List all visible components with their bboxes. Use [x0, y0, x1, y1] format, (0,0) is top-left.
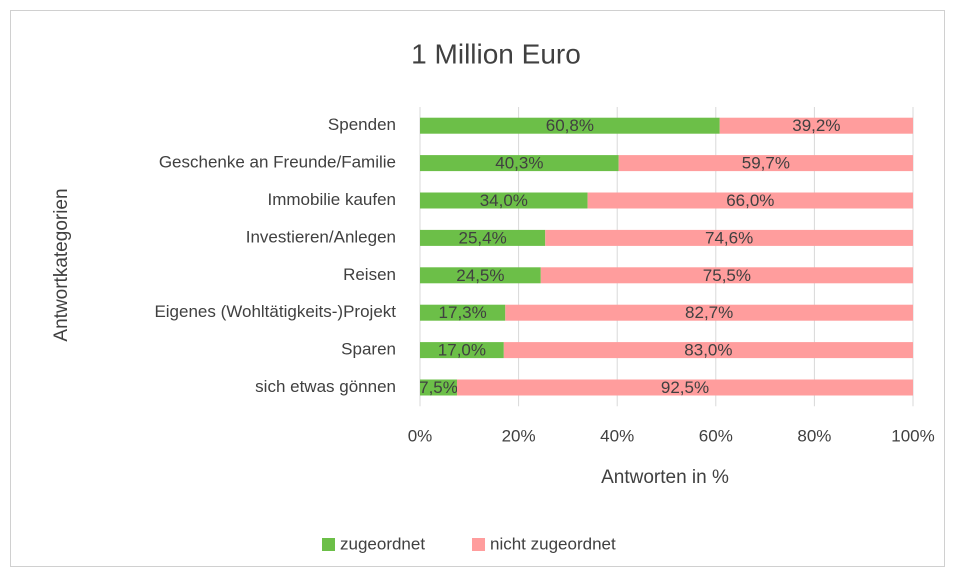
data-label: 34,0% [480, 191, 528, 210]
bar-segment [503, 342, 913, 359]
legend-swatch [472, 538, 485, 551]
data-label: 75,5% [703, 266, 751, 285]
y-tick-label: Geschenke an Freunde/Familie [159, 153, 396, 172]
bar-segment [545, 229, 913, 246]
data-label: 17,3% [439, 303, 487, 322]
bar-segment [420, 304, 506, 321]
bar-segment [420, 267, 541, 284]
data-label: 66,0% [726, 191, 774, 210]
data-label: 24,5% [456, 266, 504, 285]
data-label: 17,0% [438, 341, 486, 360]
data-label: 39,2% [792, 116, 840, 135]
y-tick-label: Immobilie kaufen [267, 190, 396, 209]
data-label: 59,7% [742, 154, 790, 173]
x-tick-label: 20% [502, 426, 536, 445]
bar-segment [456, 379, 913, 396]
data-label: 60,8% [546, 116, 594, 135]
data-label: 92,5% [661, 378, 709, 397]
legend-label: zugeordnet [340, 534, 425, 553]
x-tick-label: 40% [600, 426, 634, 445]
bar-segment [420, 117, 720, 134]
bar-segment [420, 229, 546, 246]
chart-frame [10, 10, 945, 567]
bar-segment [719, 117, 913, 134]
data-label: 7,5% [419, 378, 458, 397]
y-tick-label: Reisen [343, 265, 396, 284]
chart-title: 1 Million Euro [411, 38, 581, 69]
bar-segment [505, 304, 913, 321]
bar-segment [420, 342, 504, 359]
y-tick-label: Eigenes (Wohltätigkeits-)Projekt [154, 302, 396, 321]
data-label: 40,3% [495, 154, 543, 173]
y-tick-label: Investieren/Anlegen [246, 227, 396, 246]
legend-swatch [322, 538, 335, 551]
bar-segment [420, 379, 457, 396]
data-label: 83,0% [684, 341, 732, 360]
legend-label: nicht zugeordnet [490, 534, 616, 553]
y-tick-label: Spenden [328, 115, 396, 134]
bar-segment [540, 267, 913, 284]
x-axis-label: Antworten in % [601, 467, 729, 488]
y-tick-label: sich etwas gönnen [255, 377, 396, 396]
x-tick-label: 80% [797, 426, 831, 445]
data-label: 74,6% [705, 228, 753, 247]
y-axis-label: Antwortkategorien [51, 188, 72, 341]
data-label: 82,7% [685, 303, 733, 322]
data-label: 25,4% [459, 228, 507, 247]
y-tick-label: Sparen [341, 340, 396, 359]
bar-segment [618, 155, 913, 172]
bar-segment [420, 192, 588, 209]
x-tick-label: 0% [408, 426, 433, 445]
x-tick-label: 60% [699, 426, 733, 445]
bar-segment [587, 192, 913, 209]
x-tick-label: 100% [891, 426, 934, 445]
bar-segment [420, 155, 619, 172]
